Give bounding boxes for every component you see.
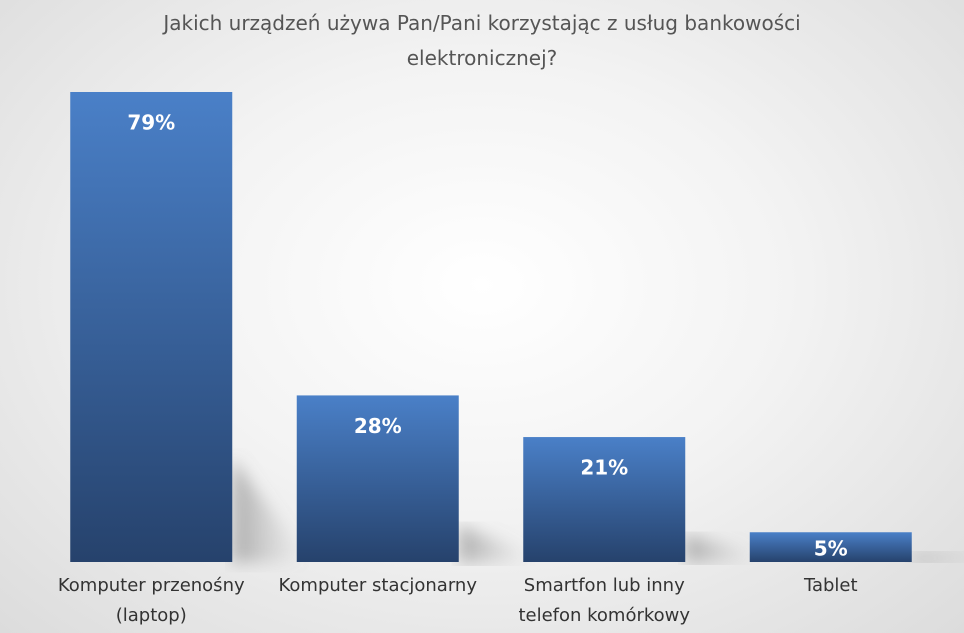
bar <box>70 92 233 562</box>
bar <box>523 437 686 562</box>
bar-shadow <box>232 458 303 562</box>
x-tick-label: Komputer przenośny (laptop) <box>57 575 245 626</box>
bar-shadow <box>911 552 964 562</box>
chart-title: Jakich urządzeń używa Pan/Pani korzystaj… <box>163 11 801 70</box>
value-label: 5% <box>814 537 848 561</box>
bar <box>296 395 459 562</box>
value-label: 28% <box>354 414 402 438</box>
bar <box>749 532 912 562</box>
x-tick-label: Komputer stacjonarny <box>278 575 477 596</box>
bar-shadow <box>685 534 756 562</box>
bar-shadow <box>458 525 529 562</box>
value-label: 79% <box>127 111 175 135</box>
x-tick-label: Tablet <box>803 575 858 596</box>
x-tick-label: Smartfon lub inny telefon komórkowy <box>518 575 691 626</box>
value-label: 21% <box>580 456 628 480</box>
